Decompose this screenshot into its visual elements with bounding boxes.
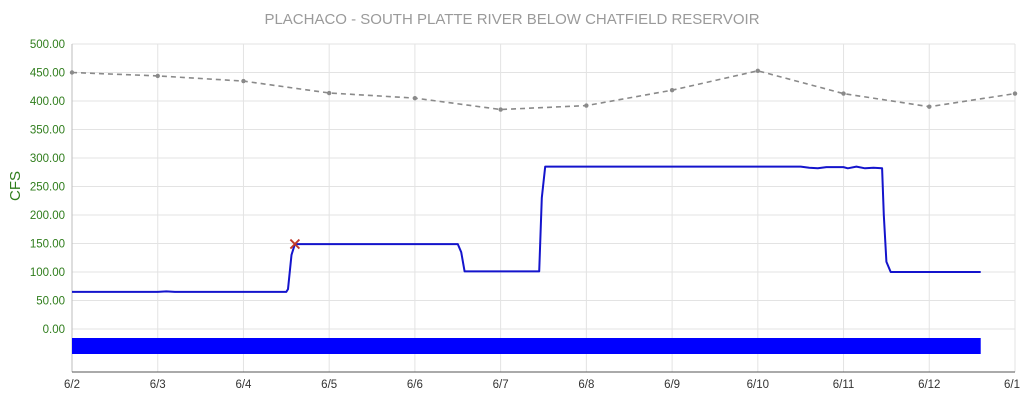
y-tick-label: 0.00	[43, 324, 65, 336]
reference-point	[412, 95, 418, 101]
y-tick-label: 150.00	[30, 239, 65, 251]
reference-series-line	[71, 70, 1016, 111]
y-tick-label: 350.00	[30, 125, 65, 137]
reference-point	[841, 91, 846, 96]
reference-point	[155, 73, 160, 79]
reference-point	[755, 68, 761, 73]
x-tick-labels: 6/2 6/3 6/4 6/5 6/6 6/7 6/8 6/9 6/10 6/11 6/12 6/1	[64, 379, 1020, 391]
status-band	[72, 338, 981, 354]
y-tick-label: 50.00	[36, 296, 65, 308]
chart-title: PLACHACO - SOUTH PLATTE RIVER BELOW CHAT…	[264, 11, 759, 28]
y-tick-label: 200.00	[30, 210, 65, 222]
axes	[71, 44, 1015, 373]
x-tick-label: 6/4	[235, 379, 252, 391]
reference-point	[241, 78, 246, 84]
y-tick-label: 500.00	[30, 39, 65, 51]
x-tick-label: 6/12	[918, 379, 940, 391]
markers	[289, 238, 301, 250]
x-tick-label: 6/11	[833, 379, 855, 391]
series	[69, 68, 1018, 293]
y-tick-labels: 500.00 450.00 400.00 350.00 300.00 250.00 200.…	[30, 39, 65, 336]
x-tick-label: 6/8	[578, 379, 594, 391]
y-tick-label: 450.00	[30, 68, 65, 80]
x-tick-label: 6/7	[493, 379, 509, 391]
x-tick-label: 6/6	[407, 379, 423, 391]
y-tick-label: 250.00	[30, 182, 65, 194]
grid	[71, 43, 1016, 372]
x-tick-label: 6/5	[321, 379, 337, 391]
x-marker-stroke	[289, 238, 301, 250]
y-axis-label: CFS	[7, 171, 24, 201]
reference-point	[1012, 91, 1018, 96]
flow-series-line	[72, 165, 981, 293]
reference-point	[669, 87, 675, 93]
x-tick-label: 6/2	[64, 379, 80, 391]
band	[72, 338, 981, 354]
x-tick-label: 6/3	[150, 379, 166, 391]
y-tick-label: 100.00	[30, 267, 65, 279]
x-tick-label: 6/1	[1004, 379, 1020, 391]
reference-point	[69, 70, 75, 75]
reference-point	[584, 103, 589, 108]
y-tick-label: 400.00	[30, 96, 65, 108]
reference-point	[927, 104, 932, 109]
reference-point	[326, 90, 332, 96]
y-tick-label: 300.00	[30, 153, 65, 165]
x-tick-label: 6/10	[747, 379, 769, 391]
x-marker	[289, 238, 301, 250]
x-tick-label: 6/9	[664, 379, 680, 391]
reference-point	[498, 107, 503, 112]
